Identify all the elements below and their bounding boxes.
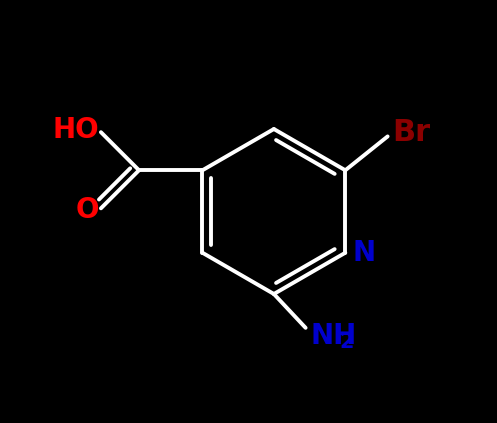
- Text: HO: HO: [52, 116, 99, 144]
- Text: 2: 2: [339, 332, 354, 352]
- Text: N: N: [353, 239, 376, 267]
- Text: NH: NH: [311, 322, 357, 350]
- Text: O: O: [76, 196, 99, 225]
- Text: Br: Br: [392, 118, 430, 147]
